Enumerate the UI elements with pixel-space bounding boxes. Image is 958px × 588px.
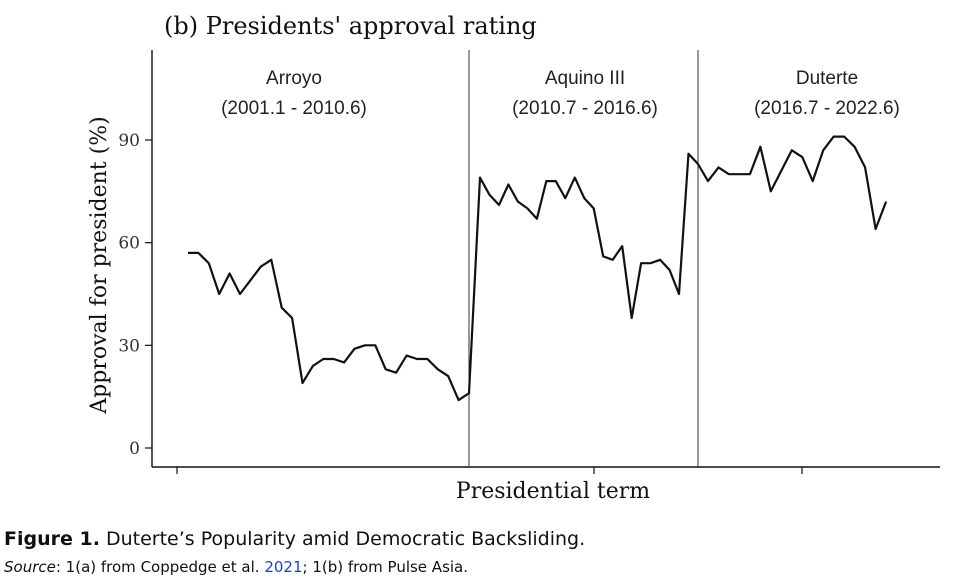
chart-title: (b) Presidents' approval rating <box>164 12 537 40</box>
source-year-link[interactable]: 2021 <box>264 558 303 576</box>
y-tick-label: 30 <box>118 336 140 356</box>
figure-source: Source: 1(a) from Coppedge et al. 2021; … <box>4 558 468 576</box>
period-name-label: Arroyo <box>266 68 322 89</box>
y-tick-label: 60 <box>118 234 140 254</box>
approval-chart: (b) Presidents' approval rating Approval… <box>87 0 940 504</box>
y-tick-label: 0 <box>129 439 140 459</box>
period-range-label: (2010.7 - 2016.6) <box>512 98 658 119</box>
period-range-label: (2001.1 - 2010.6) <box>221 98 367 119</box>
period-range-label: (2016.7 - 2022.6) <box>754 98 900 119</box>
caption-label: Figure 1. <box>4 528 100 550</box>
source-label: Source <box>4 558 56 576</box>
caption-text: Duterte’s Popularity amid Democratic Bac… <box>105 528 586 550</box>
figure-caption: Figure 1. Duterte’s Popularity amid Demo… <box>4 528 585 550</box>
source-text-after: ; 1(b) from Pulse Asia. <box>302 558 469 576</box>
approval-series-line <box>188 135 888 402</box>
period-name-label: Duterte <box>796 68 858 89</box>
source-text-before: : 1(a) from Coppedge et al. <box>55 558 265 576</box>
y-axis-label: Approval for president (%) <box>87 116 112 414</box>
y-tick-label: 90 <box>118 131 140 151</box>
x-axis-label: Presidential term <box>456 479 650 504</box>
period-name-label: Aquino III <box>545 68 625 89</box>
